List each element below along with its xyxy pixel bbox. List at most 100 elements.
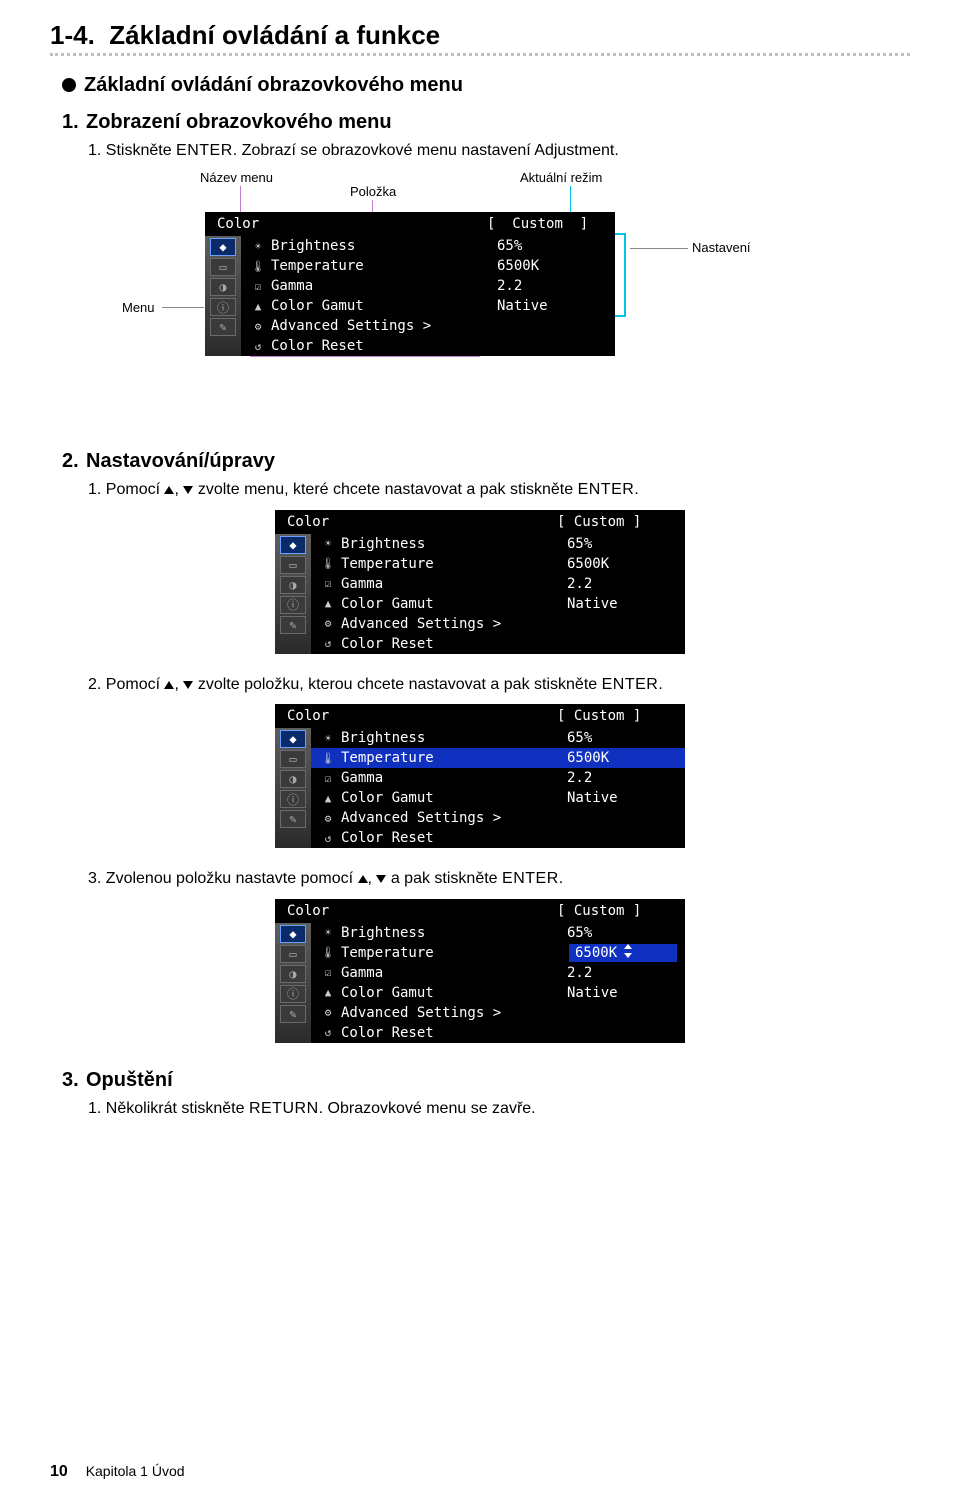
osd-row-icon: ↺ [319,832,337,845]
osd-title: Color [287,514,557,530]
osd-row-label: Temperature [267,258,497,274]
osd-header: Color [ Custom ] [275,899,685,923]
osd-title: Color [287,708,557,724]
osd-row-icon: 🌡 [319,557,337,570]
osd-mode: [ Custom ] [557,903,677,919]
osd-row: 🌡Temperature6500K [311,748,685,768]
t: zvolte menu, které chcete nastavovat a p… [193,481,577,498]
osd-row-label: Color Gamut [337,790,567,806]
osd-row-icon: ▲ [319,986,337,999]
osd-sidebar: ◆ ▭ ◑ ⓘ ✎ [205,236,241,356]
t: 3. Zvolenou položku nastavte pomocí [88,870,358,887]
m: Custom [574,514,625,530]
osd-row: ↺Color Reset [311,1023,685,1043]
sidebar-icon-info: ⓘ [210,298,236,316]
sidebar-icon: ◑ [280,965,306,983]
osd-row-value: Native [567,596,677,612]
osd-row: ▲Color GamutNative [311,788,685,808]
osd-row-value: Native [567,790,677,806]
osd-sidebar: ◆ ▭ ◑ ⓘ ✎ [275,923,311,1043]
anno-line-5 [630,248,688,249]
osd-row: ▲Color GamutNative [311,983,685,1003]
sub-heading-text: Základní ovládání obrazovkového menu [84,74,463,96]
osd-row-value: 2.2 [567,965,677,981]
sidebar-icon-screen: ▭ [210,258,236,276]
step2-line1: 1. Pomocí , zvolte menu, které chcete na… [88,479,910,501]
t: , [174,676,183,693]
t: . Obrazovkové menu se zavře. [319,1100,536,1117]
step3-title-text: Opuštění [86,1069,173,1091]
osd-row: ▲Color GamutNative [241,296,615,316]
osd-screenshot-4: Color [ Custom ] ◆ ▭ ◑ ⓘ ✎ ☀Brightness65… [275,899,685,1043]
osd-mode: [ Custom ] [487,216,607,232]
osd-row: ☑Gamma2.2 [311,768,685,788]
step1-title-text: Zobrazení obrazovkového menu [86,111,392,133]
osd-row-icon: ☀ [249,240,267,253]
osd-row-icon: 🌡 [249,260,267,273]
osd-row-label: Gamma [337,965,567,981]
osd-row-icon: ⚙ [319,1006,337,1019]
osd-mode-text: Custom [512,216,563,232]
osd-row: ☀Brightness65% [311,728,685,748]
step2-line2: 2. Pomocí , zvolte položku, kterou chcet… [88,674,910,696]
osd-annotated-wrap: Název menu Položka Aktuální režim Menu N… [50,170,910,430]
osd-wrap-3: Color [ Custom ] ◆ ▭ ◑ ⓘ ✎ ☀Brightness65… [50,704,910,848]
step3-body: 1. Několikrát stiskněte RETURN. Obrazovk… [88,1098,910,1120]
t: zvolte položku, kterou chcete nastavovat… [193,676,601,693]
sub-heading: Základní ovládání obrazovkového menu [62,74,910,97]
sidebar-icon: ◆ [280,925,306,943]
label-menu-name: Název menu [200,170,273,185]
osd-row-icon: ☀ [319,732,337,745]
triangle-down-icon [183,681,193,689]
t: 2. Pomocí [88,676,164,693]
osd-row-value: Native [497,298,607,314]
b: [ [557,708,565,724]
osd-rows: ☀Brightness65%🌡Temperature6500K☑Gamma2.2… [311,923,685,1043]
sidebar-icon: ◑ [280,770,306,788]
osd-row-label: Color Reset [337,830,567,846]
osd-row-icon: ☑ [319,966,337,979]
label-item: Položka [350,184,396,199]
osd-row-label: Advanced Settings > [267,318,497,334]
step2-title-text: Nastavování/úpravy [86,450,275,472]
osd-row-icon: 🌡 [319,946,337,959]
m: Custom [574,903,625,919]
osd-row-value: 65% [567,730,677,746]
osd-row-icon: ↺ [319,637,337,650]
sidebar-icon: ✎ [280,1005,306,1023]
sidebar-icon: ◆ [280,730,306,748]
osd-mode: [ Custom ] [557,514,677,530]
triangle-up-icon [164,486,174,494]
osd-row: 🌡Temperature6500K [241,256,615,276]
osd-row-label: Color Gamut [267,298,497,314]
osd-rows: ☀Brightness65%🌡Temperature6500K☑Gamma2.2… [311,728,685,848]
osd-row-value: 2.2 [497,278,607,294]
step3-title: 3.Opuštění [62,1069,910,1092]
osd-row: ↺Color Reset [241,336,615,356]
b: ] [633,903,641,919]
sidebar-icon: ✎ [280,810,306,828]
osd-row-label: Temperature [337,556,567,572]
osd-row-label: Advanced Settings > [337,1005,567,1021]
b: ] [633,708,641,724]
page-number: 10 [50,1463,68,1480]
osd-row-label: Color Reset [267,338,497,354]
sidebar-icon: ⓘ [280,790,306,808]
sidebar-icon: ▭ [280,556,306,574]
osd-bracket-l: [ [487,216,495,232]
step1-title: 1.Zobrazení obrazovkového menu [62,111,910,134]
section-heading: 1-4. Základní ovládání a funkce [50,20,910,56]
triangle-down-icon [376,875,386,883]
step1-num: 1. [62,111,86,134]
osd-row: ↺Color Reset [311,634,685,654]
step3-num: 3. [62,1069,86,1092]
osd-header: Color [ Custom ] [275,704,685,728]
osd-screenshot-3: Color [ Custom ] ◆ ▭ ◑ ⓘ ✎ ☀Brightness65… [275,704,685,848]
t: , [174,481,183,498]
osd-row: ☀Brightness65% [311,534,685,554]
sidebar-icon: ⓘ [280,596,306,614]
osd-row-icon: ☀ [319,926,337,939]
osd-row-value: 6500K [567,556,677,572]
osd-row-label: Brightness [337,730,567,746]
osd-row-value: 65% [497,238,607,254]
